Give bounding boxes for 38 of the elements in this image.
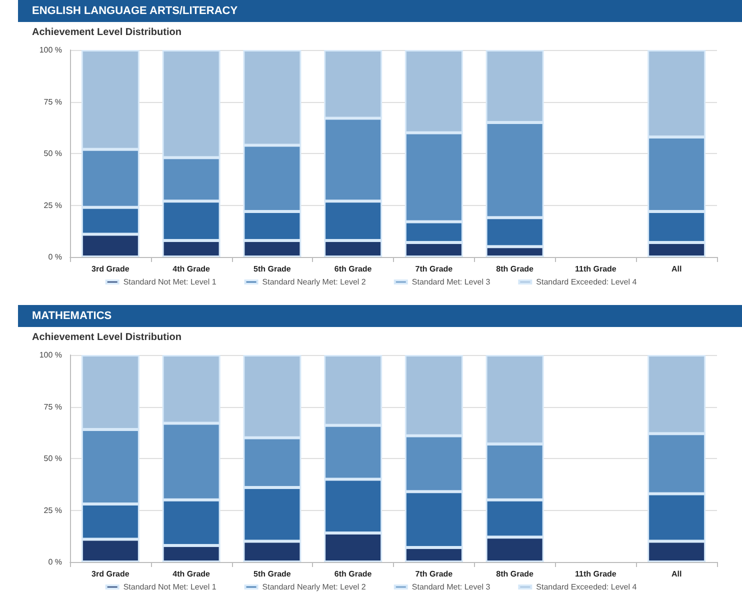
y-tick-label: 100 % xyxy=(39,350,62,360)
legend-label: Standard Nearly Met: Level 2 xyxy=(262,582,366,592)
y-tick-label: 25 % xyxy=(44,506,62,515)
y-tick-label: 50 % xyxy=(44,454,62,463)
legend-label: Standard Nearly Met: Level 2 xyxy=(262,278,366,286)
y-tick-label: 100 % xyxy=(39,46,62,54)
chart-subtitle: Achievement Level Distribution xyxy=(32,26,182,40)
x-tick-label: 7th Grade xyxy=(415,264,454,274)
y-tick-label: 25 % xyxy=(44,200,62,210)
legend-label: Standard Met: Level 3 xyxy=(412,582,491,592)
chart-title: MATHEMATICS xyxy=(18,305,742,327)
legend-label: Standard Not Met: Level 1 xyxy=(123,278,217,286)
y-tick-label: 50 % xyxy=(44,149,62,158)
x-tick-label: 5th Grade xyxy=(254,570,292,578)
legend-label: Standard Met: Level 3 xyxy=(412,278,491,286)
x-tick-label: 11th Grade xyxy=(575,264,617,274)
x-tick-label: 3rd Grade xyxy=(92,570,130,578)
x-tick-label: 8th Grade xyxy=(496,264,534,274)
y-tick-label: 0 % xyxy=(48,558,62,566)
chart-title: ENGLISH LANGUAGE ARTS/LITERACY xyxy=(18,0,742,22)
x-tick-label: 11th Grade xyxy=(575,570,617,578)
x-tick-label: 8th Grade xyxy=(496,570,534,578)
x-tick-label: All xyxy=(671,570,682,578)
y-tick-label: 75 % xyxy=(44,402,62,412)
y-tick-label: 75 % xyxy=(44,97,62,106)
x-tick-label: 3rd Grade xyxy=(92,264,130,274)
legend-label: Standard Exceeded: Level 4 xyxy=(536,278,638,286)
y-tick-label: 0 % xyxy=(48,252,62,262)
x-tick-label: 4th Grade xyxy=(172,570,211,578)
x-tick-label: 6th Grade xyxy=(334,264,372,274)
x-tick-label: 4th Grade xyxy=(172,264,211,274)
x-tick-label: 7th Grade xyxy=(415,570,454,578)
legend-label: Standard Exceeded: Level 4 xyxy=(536,582,638,592)
x-tick-label: All xyxy=(671,264,682,274)
chart-subtitle: Achievement Level Distribution xyxy=(32,331,182,345)
x-tick-label: 5th Grade xyxy=(254,264,292,274)
legend-label: Standard Not Met: Level 1 xyxy=(123,582,217,592)
x-tick-label: 6th Grade xyxy=(334,570,372,578)
